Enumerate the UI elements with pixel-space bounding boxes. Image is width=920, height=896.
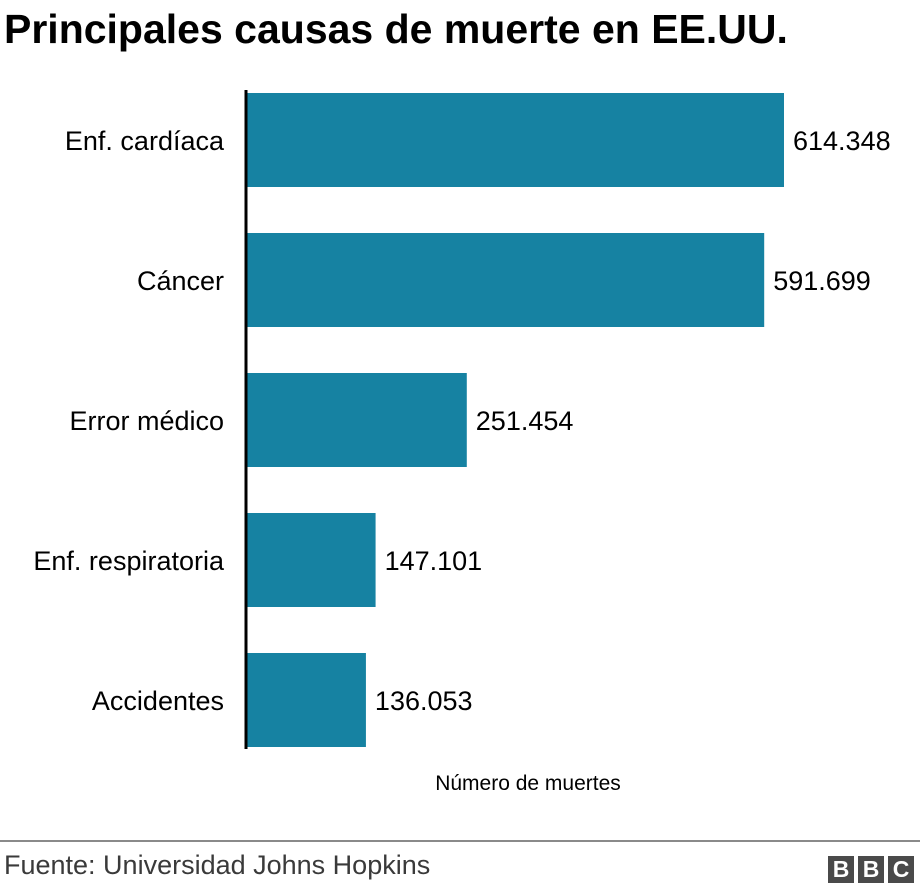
x-axis-label: Número de muertes	[435, 772, 621, 795]
category-label: Cáncer	[137, 266, 224, 296]
value-label: 614.348	[793, 126, 891, 156]
logo-letter-1: B	[828, 856, 854, 883]
bar	[247, 653, 366, 747]
category-label: Accidentes	[92, 686, 224, 716]
bar	[247, 513, 376, 607]
logo-letter-3: C	[888, 856, 914, 883]
bar	[247, 233, 765, 327]
bbc-logo: B B C	[828, 856, 914, 883]
source-note: Fuente: Universidad Johns Hopkins	[4, 850, 431, 880]
category-label: Enf. cardíaca	[65, 126, 225, 156]
footer-divider	[0, 840, 920, 842]
category-label: Enf. respiratoria	[33, 546, 225, 576]
chart-title: Principales causas de muerte en EE.UU.	[4, 6, 788, 52]
value-label: 251.454	[476, 406, 574, 436]
logo-letter-2: B	[858, 856, 884, 883]
value-label: 591.699	[773, 266, 871, 296]
bar	[247, 373, 467, 467]
value-label: 147.101	[385, 546, 483, 576]
bar-chart: Enf. cardíaca 614.348 Cáncer 591.699 Error m…	[33, 90, 891, 795]
bar	[247, 93, 784, 187]
category-label: Error médico	[69, 406, 224, 436]
value-label: 136.053	[375, 686, 473, 716]
